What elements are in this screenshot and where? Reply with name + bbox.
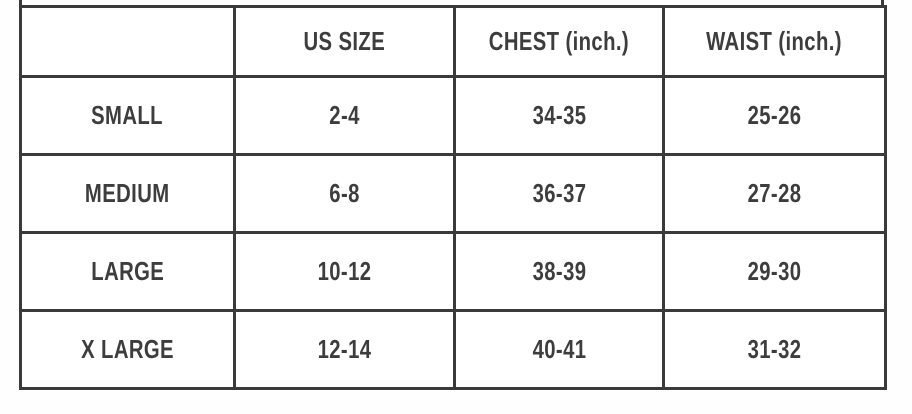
header-cell-waist: WAIST (inch.) [662,5,887,78]
us-size-value-cell: 6-8 [233,153,456,234]
waist-value-cell: 29-30 [662,231,887,312]
size-chart-container: US SIZE CHEST (inch.) WAIST (inch.) SMAL… [19,0,887,390]
us-size-value: 10-12 [317,256,372,286]
waist-value: 29-30 [747,256,802,286]
chest-value-cell: 34-35 [453,75,665,156]
size-label: X LARGE [81,334,174,364]
header-row: US SIZE CHEST (inch.) WAIST (inch.) [19,5,887,78]
size-label-cell: X LARGE [19,309,236,390]
cutoff-row-top [19,0,884,5]
chest-value: 40-41 [532,334,586,364]
table-row-x-large: X LARGE 12-14 40-41 31-32 [19,309,887,390]
size-label: LARGE [91,256,164,286]
size-chart-table: US SIZE CHEST (inch.) WAIST (inch.) SMAL… [19,5,887,390]
chest-value-cell: 36-37 [453,153,665,234]
size-label-cell: MEDIUM [19,153,236,234]
size-label-cell: LARGE [19,231,236,312]
waist-value: 31-32 [747,334,802,364]
waist-value: 25-26 [747,100,802,130]
header-cell-chest: CHEST (inch.) [453,5,665,78]
waist-value-cell: 25-26 [662,75,887,156]
us-size-value: 6-8 [329,178,360,208]
us-size-value-cell: 12-14 [233,309,456,390]
us-size-value-cell: 2-4 [233,75,456,156]
us-size-value: 12-14 [317,334,372,364]
chest-value: 34-35 [532,100,586,130]
header-cell-blank [19,5,236,78]
size-label: MEDIUM [85,178,170,208]
waist-value-cell: 31-32 [662,309,887,390]
waist-value: 27-28 [747,178,802,208]
header-waist-label: WAIST (inch.) [706,26,843,56]
table-row-large: LARGE 10-12 38-39 29-30 [19,231,887,312]
us-size-value-cell: 10-12 [233,231,456,312]
chest-value: 38-39 [532,256,586,286]
chest-value-cell: 38-39 [453,231,665,312]
header-us-size-label: US SIZE [303,26,386,56]
header-chest-label: CHEST (inch.) [488,26,630,56]
table-row-small: SMALL 2-4 34-35 25-26 [19,75,887,156]
chest-value: 36-37 [532,178,586,208]
waist-value-cell: 27-28 [662,153,887,234]
chest-value-cell: 40-41 [453,309,665,390]
table-row-medium: MEDIUM 6-8 36-37 27-28 [19,153,887,234]
us-size-value: 2-4 [329,100,360,130]
header-cell-us-size: US SIZE [233,5,456,78]
size-label: SMALL [91,100,164,130]
size-label-cell: SMALL [19,75,236,156]
